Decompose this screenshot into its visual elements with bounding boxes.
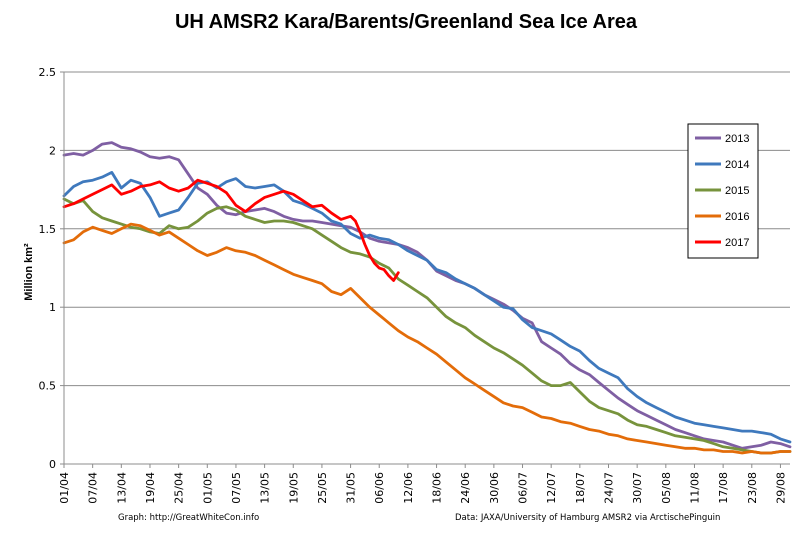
- credit-left: Graph: http://GreatWhiteCon.info: [118, 513, 259, 523]
- x-tick-label: 29/08: [774, 472, 787, 504]
- axes: [63, 72, 790, 465]
- y-axis-ticks: 0 0.5 1 1.5 2 2.5: [39, 66, 64, 471]
- x-tick-label: 24/07: [603, 472, 616, 504]
- y-tick-label: 0.5: [39, 380, 57, 393]
- series-line-2016: [62, 222, 792, 455]
- x-tick-label: 24/06: [459, 472, 472, 504]
- x-axis-ticks: 01/04 07/04 13/04 19/04 25/04 01/05 07/05 13/05…: [58, 464, 787, 504]
- gridlines: [64, 71, 790, 387]
- x-tick-label: 01/05: [201, 472, 214, 504]
- x-tick-label: 06/06: [373, 472, 386, 504]
- y-tick-label: 1: [49, 301, 56, 314]
- x-tick-label: 07/04: [87, 472, 100, 504]
- series-lines: [62, 141, 792, 455]
- legend-label-2013: 2013: [725, 133, 749, 145]
- x-tick-label: 05/08: [660, 472, 673, 504]
- x-tick-label: 19/04: [144, 472, 157, 504]
- x-tick-label: 12/07: [545, 472, 558, 504]
- x-tick-label: 25/05: [316, 472, 329, 504]
- legend-label-2014: 2014: [725, 159, 749, 171]
- chart-title: UH AMSR2 Kara/Barents/Greenland Sea Ice …: [175, 11, 638, 33]
- x-tick-label: 06/07: [517, 472, 530, 504]
- x-tick-label: 30/07: [631, 472, 644, 504]
- legend: 2013 2014 2015 2016 2017: [695, 133, 749, 249]
- legend-label-2015: 2015: [725, 185, 749, 197]
- x-tick-label: 13/05: [259, 472, 272, 504]
- x-tick-label: 25/04: [173, 472, 186, 504]
- series-line-2014: [62, 170, 792, 444]
- y-axis-label: Million km²: [23, 243, 35, 301]
- y-tick-label: 2.5: [39, 66, 57, 79]
- x-tick-label: 13/04: [115, 472, 128, 504]
- x-tick-label: 23/08: [746, 472, 759, 504]
- series-line-2017: [62, 178, 400, 282]
- x-tick-label: 18/06: [431, 472, 444, 504]
- legend-label-2017: 2017: [725, 237, 749, 249]
- credit-right: Data: JAXA/University of Hamburg AMSR2 v…: [455, 513, 720, 523]
- x-tick-label: 19/05: [287, 472, 300, 504]
- x-tick-label: 01/04: [58, 472, 71, 504]
- y-tick-label: 0: [49, 458, 56, 471]
- x-tick-label: 07/05: [230, 472, 243, 504]
- x-tick-label: 17/08: [717, 472, 730, 504]
- x-tick-label: 18/07: [574, 472, 587, 504]
- series-line-2015: [62, 197, 792, 455]
- y-tick-label: 2: [49, 144, 56, 157]
- x-tick-label: 31/05: [345, 472, 358, 504]
- x-tick-label: 30/06: [488, 472, 501, 504]
- y-tick-label: 1.5: [39, 223, 57, 236]
- x-tick-label: 11/08: [688, 472, 701, 504]
- x-tick-label: 12/06: [402, 472, 415, 504]
- legend-label-2016: 2016: [725, 211, 749, 223]
